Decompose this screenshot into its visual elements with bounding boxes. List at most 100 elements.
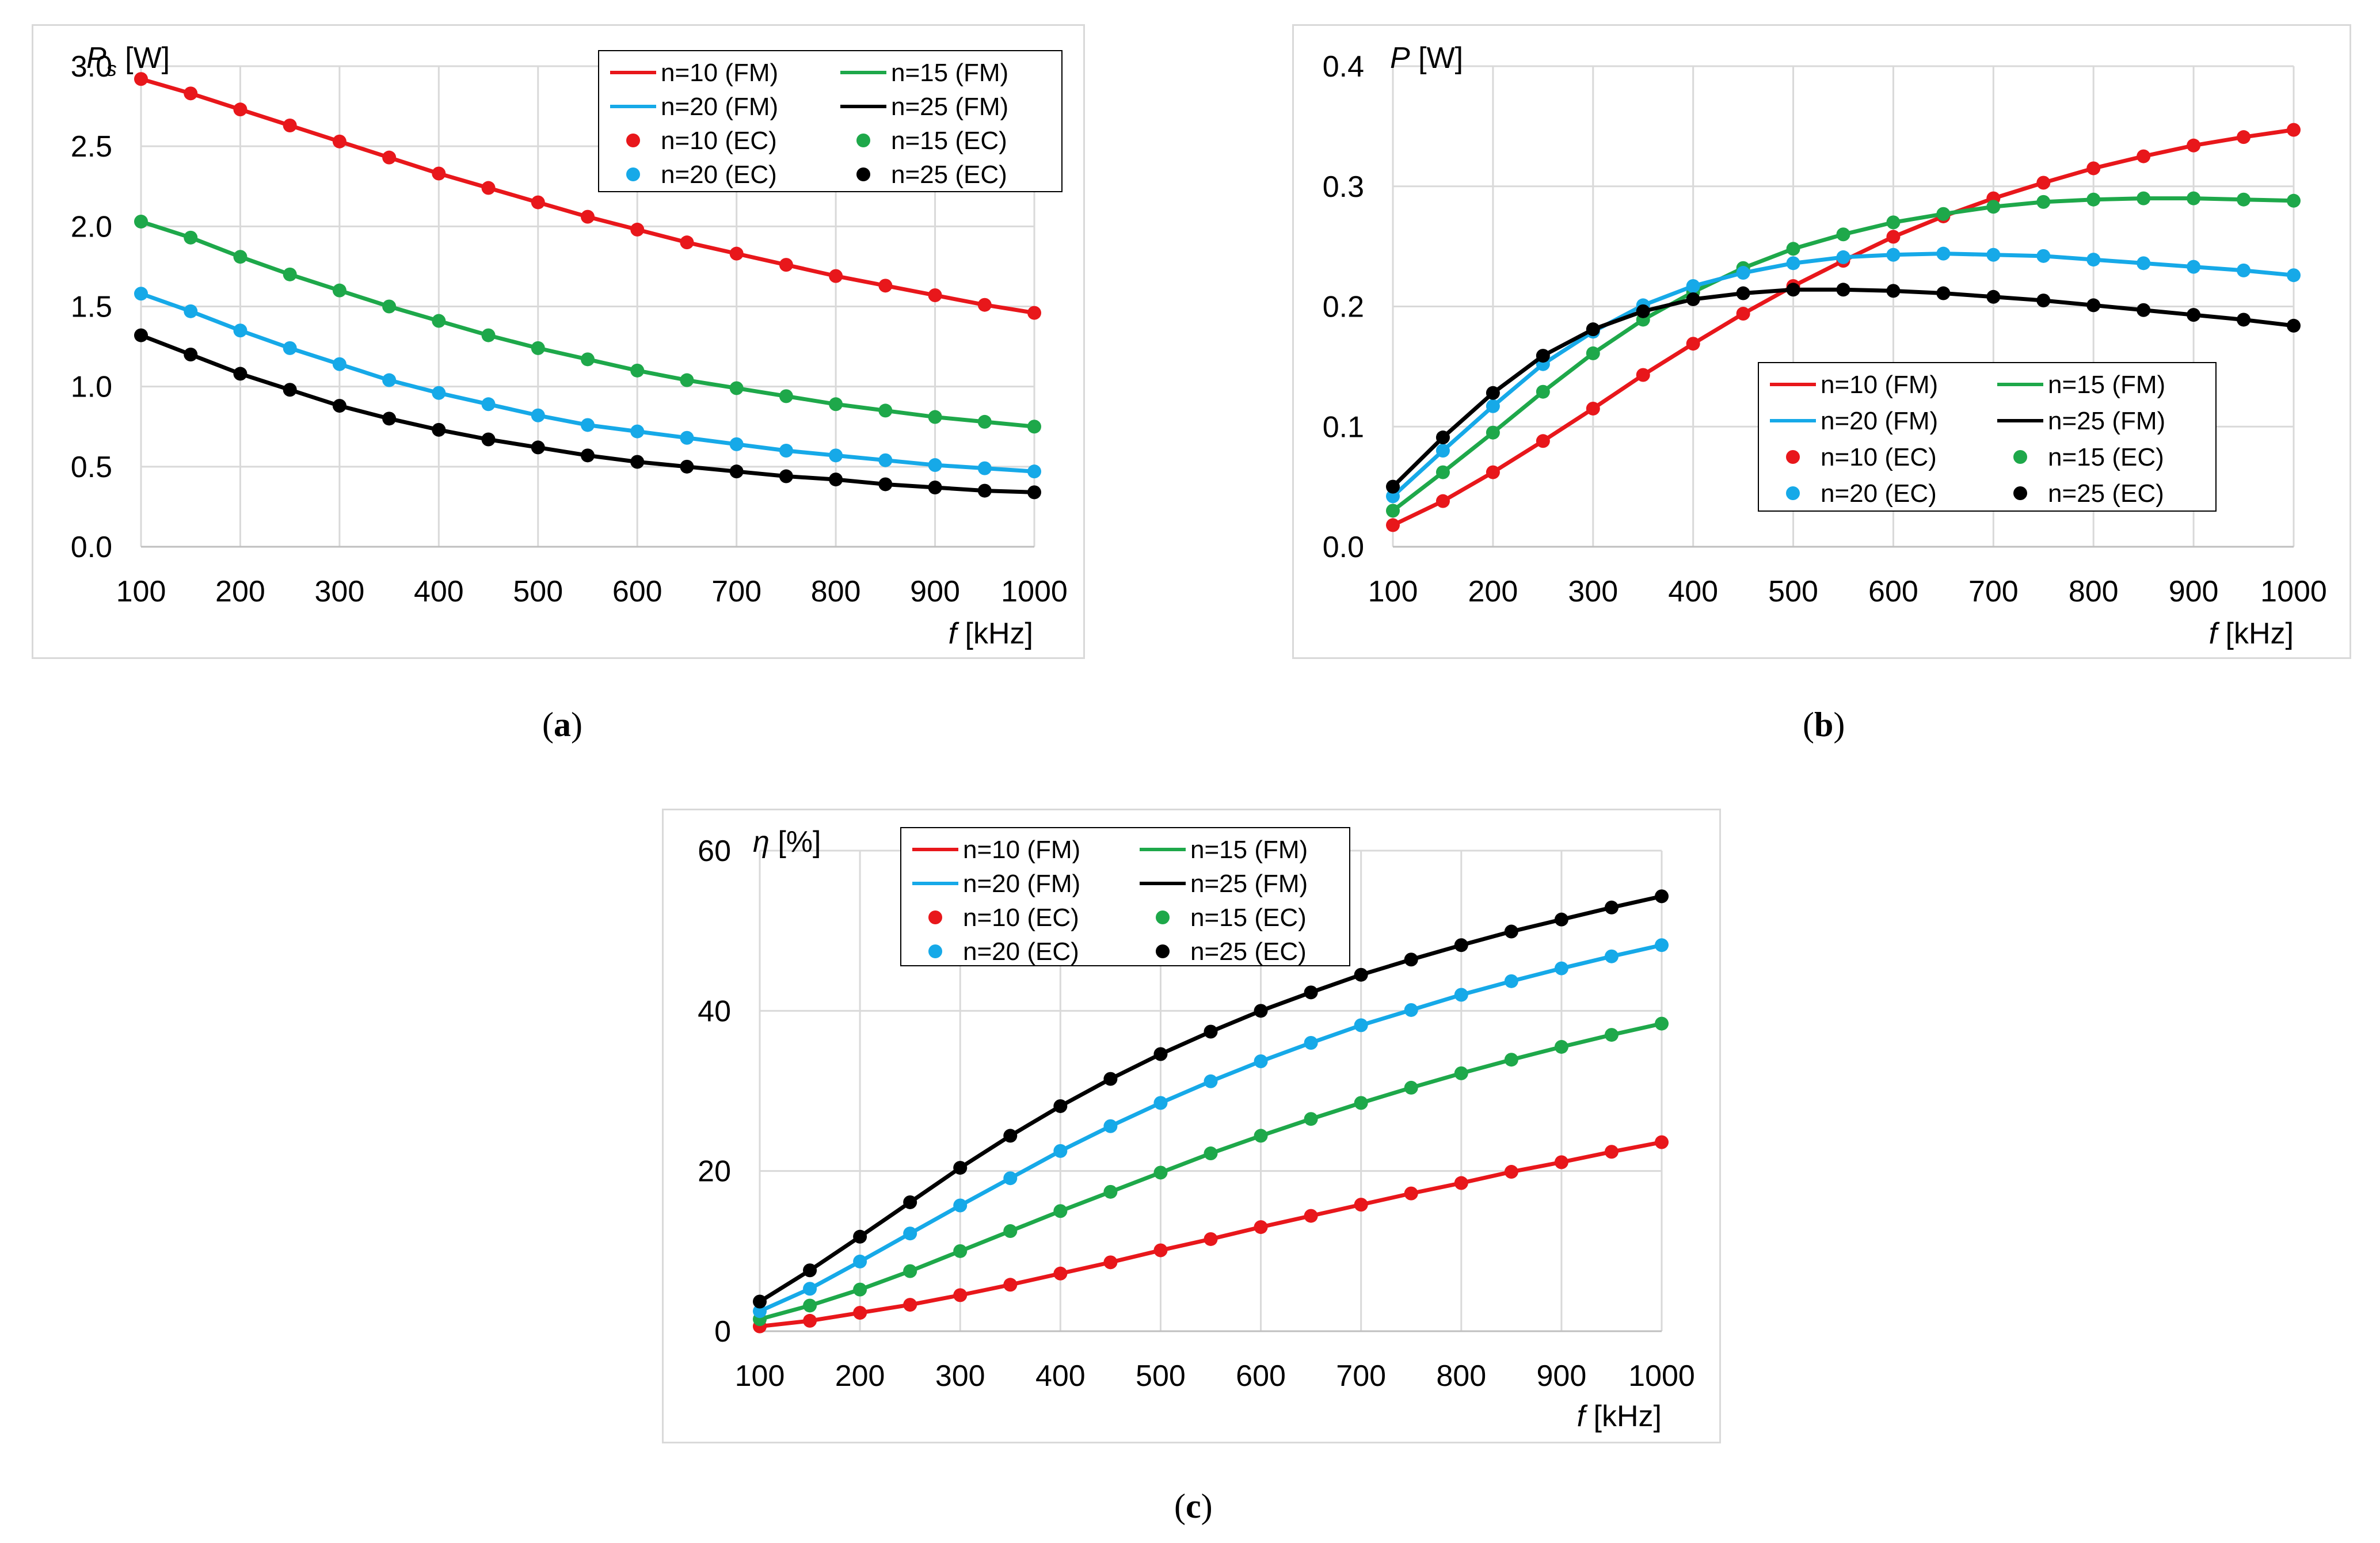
data-point-n=10 xyxy=(829,269,843,283)
data-point-n=10 xyxy=(1153,1243,1168,1258)
data-point-n=10 xyxy=(184,86,198,101)
data-point-n=25 xyxy=(779,469,793,483)
legend-label: n=15 (EC) xyxy=(1190,904,1307,932)
y-tick-label: 40 xyxy=(698,995,731,1028)
data-point-n=15 xyxy=(829,397,843,412)
data-point-n=15 xyxy=(2137,191,2151,205)
x-tick-label: 300 xyxy=(1568,575,1618,608)
legend-label: n=20 (EC) xyxy=(963,938,1079,966)
data-point-n=20 xyxy=(531,408,545,422)
data-point-n=20 xyxy=(1153,1096,1168,1110)
data-point-n=10 xyxy=(1454,1176,1468,1190)
data-point-n=25 xyxy=(1886,284,1901,298)
y-axis-symbol: P xyxy=(1390,41,1410,75)
data-point-n=10 xyxy=(1204,1232,1218,1246)
x-axis-symbol: f xyxy=(949,617,959,650)
x-tick-label: 700 xyxy=(1336,1359,1386,1393)
x-tick-label: 200 xyxy=(835,1359,885,1393)
x-tick-label: 500 xyxy=(513,575,563,608)
x-tick-label: 400 xyxy=(1035,1359,1086,1393)
data-point-n=15 xyxy=(779,389,793,403)
data-point-n=25 xyxy=(2137,303,2151,317)
y-tick-label: 0 xyxy=(714,1315,731,1348)
x-tick-label: 700 xyxy=(711,575,761,608)
x-tick-label: 200 xyxy=(215,575,265,608)
data-point-n=10 xyxy=(1604,1145,1619,1159)
data-point-n=25 xyxy=(1655,889,1669,904)
data-point-n=25 xyxy=(1354,967,1368,982)
x-axis-label: f [kHz] xyxy=(2209,617,2294,650)
data-point-n=25 xyxy=(853,1229,867,1244)
data-point-n=25 xyxy=(1053,1099,1068,1113)
data-point-n=20 xyxy=(1053,1144,1068,1158)
data-point-n=15 xyxy=(2187,191,2201,205)
data-point-n=10 xyxy=(1354,1198,1368,1212)
x-tick-label: 100 xyxy=(1368,575,1418,608)
y-tick-label: 2.0 xyxy=(71,210,112,243)
data-point-n=10 xyxy=(853,1305,867,1320)
data-point-n=15 xyxy=(1204,1146,1218,1161)
y-axis-unit: [%] xyxy=(770,825,821,859)
data-point-n=10 xyxy=(1504,1165,1518,1179)
data-point-n=10 xyxy=(680,235,694,250)
data-point-n=10 xyxy=(1435,494,1450,508)
data-point-n=10 xyxy=(1386,518,1400,532)
legend-label: n=25 (EC) xyxy=(1190,938,1307,966)
data-point-n=20 xyxy=(1354,1018,1368,1033)
data-point-n=10 xyxy=(878,279,893,293)
y-tick-label: 0.4 xyxy=(1323,50,1364,83)
data-point-n=25 xyxy=(1786,283,1800,297)
y-tick-label: 20 xyxy=(698,1155,731,1188)
y-tick-label: 1.5 xyxy=(71,291,112,324)
data-point-n=20 xyxy=(1103,1119,1118,1133)
data-point-n=25 xyxy=(481,432,496,447)
data-point-n=20 xyxy=(581,418,595,432)
data-point-n=25 xyxy=(1636,304,1650,318)
data-point-n=20 xyxy=(283,341,297,355)
y-tick-label: 0.2 xyxy=(1323,291,1364,324)
y-tick-label: 0.3 xyxy=(1323,170,1364,204)
legend-label: n=20 (FM) xyxy=(661,93,778,121)
data-point-n=25 xyxy=(630,455,645,469)
data-point-n=20 xyxy=(1554,961,1568,976)
data-point-n=25 xyxy=(1936,286,1951,300)
data-point-n=25 xyxy=(283,383,297,397)
x-tick-label: 600 xyxy=(1868,575,1918,608)
data-point-n=10 xyxy=(233,102,247,117)
legend-label: n=10 (FM) xyxy=(1821,371,1938,399)
data-point-n=25 xyxy=(977,483,992,498)
data-point-n=25 xyxy=(1836,283,1850,297)
data-point-n=10 xyxy=(1636,368,1650,382)
legend-dot-swatch xyxy=(626,134,640,147)
x-tick-label: 700 xyxy=(1968,575,2019,608)
y-axis-label: P [W] xyxy=(1390,41,1463,75)
data-point-n=25 xyxy=(1554,912,1568,927)
data-point-n=25 xyxy=(903,1195,917,1209)
data-point-n=10 xyxy=(903,1298,917,1312)
data-point-n=20 xyxy=(1736,266,1750,280)
data-point-n=25 xyxy=(1153,1047,1168,1061)
y-tick-label: 0.1 xyxy=(1323,410,1364,444)
data-point-n=10 xyxy=(977,298,992,312)
data-point-n=10 xyxy=(2086,161,2101,176)
data-point-n=10 xyxy=(481,181,496,195)
data-point-n=25 xyxy=(382,412,397,426)
data-point-n=15 xyxy=(382,299,397,314)
legend-label: n=10 (EC) xyxy=(661,127,777,155)
data-point-n=15 xyxy=(977,414,992,429)
data-point-n=25 xyxy=(332,399,346,413)
data-point-n=15 xyxy=(1486,425,1500,440)
legend-box xyxy=(1758,362,2217,512)
data-point-n=25 xyxy=(729,464,744,479)
data-point-n=25 xyxy=(753,1294,767,1309)
data-point-n=10 xyxy=(803,1313,817,1328)
data-point-n=25 xyxy=(134,328,148,342)
data-point-n=15 xyxy=(184,230,198,245)
legend-label: n=10 (FM) xyxy=(661,59,778,87)
y-tick-label: 2.5 xyxy=(71,130,112,163)
data-point-n=20 xyxy=(1604,949,1619,963)
x-tick-label: 200 xyxy=(1468,575,1518,608)
data-point-n=10 xyxy=(382,150,397,165)
data-point-n=15 xyxy=(233,250,247,264)
